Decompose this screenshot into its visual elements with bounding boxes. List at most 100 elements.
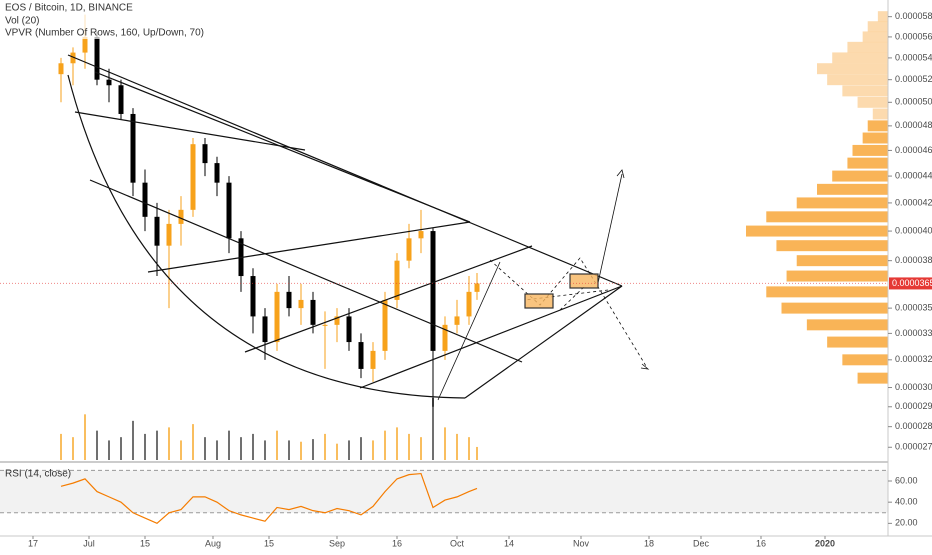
volume-bar [132,420,134,460]
candle-body [106,79,112,86]
vpvr-bar [766,211,888,223]
candle-body [298,299,304,309]
candle-body [70,52,76,64]
volume-bar [372,440,374,460]
candle-body [166,223,172,246]
legend-rsi: RSI (14, close) [5,469,71,480]
y-tick-label: 0.00005600 [895,31,932,41]
volume-bar [468,437,470,460]
trendline [89,179,523,363]
legend-title: EOS / Bitcoin, 1D, BINANCE [5,3,133,14]
y-tick-label: 0.00004800 [895,120,932,130]
vpvr-bar [806,319,888,331]
vpvr-bar [827,336,888,348]
volume-bar [252,433,254,460]
x-tick-label: 16 [756,538,766,548]
y-tick-label: 0.00003500 [895,302,932,312]
x-tick-label: Jul [83,538,95,548]
volume-bar [108,440,110,460]
candle-body [250,276,256,317]
x-tick-label: 15 [140,538,150,548]
vpvr-bar [817,183,888,195]
volume-bar [444,427,446,460]
candle-body [370,350,376,369]
candle-body [334,316,340,325]
y-tick-label: 0.00004600 [895,145,932,155]
candle-body [286,291,292,309]
vpvr-bar [862,31,888,43]
volume-bar [60,433,62,460]
volume-bar [336,443,338,460]
candle-body [130,113,136,183]
vpvr-bar [776,240,888,252]
legend-bg [0,1,190,39]
candle-body [274,291,280,343]
volume-bar [288,440,290,460]
legend-vpvr: VPVR (Number Of Rows, 160, Up/Down, 70) [5,28,204,39]
candle-body [346,316,352,343]
volume-bar [156,430,158,460]
volume-bar [192,424,194,460]
volume-bar [204,437,206,460]
vpvr-bar [877,11,888,23]
x-tick-label: 2020 [815,538,835,548]
vpvr-bar [862,132,888,144]
candle-body [154,216,160,246]
volume-bar [420,437,422,460]
candle-body [442,324,448,351]
volume-bar [72,437,74,460]
vpvr-bar [857,96,888,108]
projection [524,285,609,311]
volume-bar [216,440,218,460]
candle-body [262,316,268,343]
volume-bar [240,437,242,460]
volume-bar [324,433,326,460]
arrow-head [616,169,625,179]
vpvr-bar [827,74,888,86]
rsi-pane [0,469,888,514]
candle-body [58,63,64,75]
candle-body [394,260,400,300]
vpvr-bar [817,63,888,75]
y-tick-label: 0.00004400 [895,170,932,180]
vpvr-bar [847,41,888,53]
arrow-head [640,363,650,370]
vpvr-bar [796,255,888,267]
volume-bar [312,439,314,460]
vpvr-bar [847,157,888,169]
candle-body [474,283,480,292]
trendline [74,111,306,151]
arrow [597,173,623,284]
rsi-tick-label: 20.00 [895,518,918,528]
y-tick-label: 0.00003350 [895,328,932,338]
volume-bar [360,437,362,460]
trendline [147,221,471,273]
vpvr-bar [842,85,888,97]
x-tick-label: 18 [644,538,654,548]
y-tick-label: 0.00002850 [895,421,932,431]
x-tick-label: Oct [450,538,465,548]
candle-body [310,299,316,325]
volume-bar [264,440,266,460]
volume [60,398,478,460]
trendline [464,285,623,399]
candle-body [178,209,184,224]
y-tick-label: 0.00002750 [895,442,932,452]
volume-bar [276,430,278,460]
y-tick-label: 0.00002950 [895,401,932,411]
box [569,273,599,289]
x-tick-label: Aug [205,538,221,548]
candle-body [322,324,328,326]
vpvr-bar [872,108,888,120]
x-tick-label: 16 [392,538,402,548]
trendline [244,245,533,353]
volume-bar [348,440,350,460]
candle-body [118,85,124,114]
rsi-band [0,470,888,513]
volume-bar [96,430,98,460]
volume-bar [396,427,398,460]
volume-bar [432,398,434,460]
vpvr-bar [786,270,888,282]
rsi-tick-label: 60.00 [895,475,918,485]
